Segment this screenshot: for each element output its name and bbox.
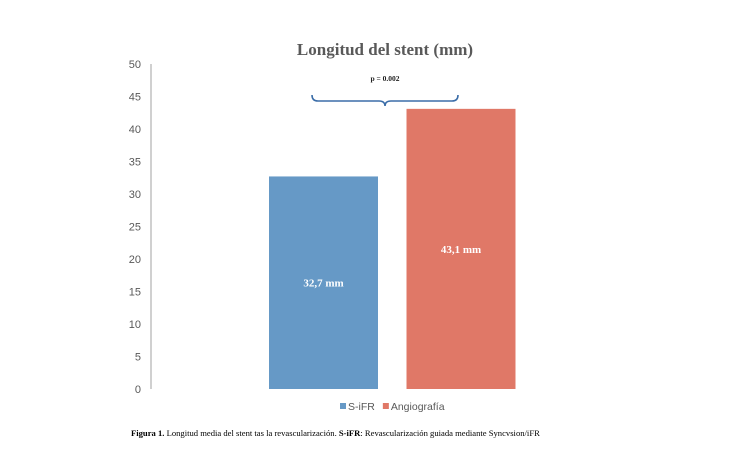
- chart-title: Longitud del stent (mm): [297, 40, 473, 59]
- p-value-label: p = 0.002: [370, 74, 399, 83]
- significance-bracket: [311, 94, 459, 107]
- y-tick-label: 20: [129, 254, 141, 266]
- bar-value-label: 32,7 mm: [303, 278, 343, 290]
- y-tick-label: 50: [129, 59, 141, 71]
- y-tick-label: 0: [135, 384, 141, 396]
- y-tick-label: 45: [129, 92, 141, 104]
- bars: 32,7 mm 43,1 mm: [269, 108, 516, 389]
- y-tick-label: 10: [129, 319, 141, 331]
- y-tick-label: 35: [129, 157, 141, 169]
- y-tick-label: 5: [135, 352, 141, 364]
- legend-swatch: [340, 403, 346, 409]
- y-axis: 0 5 10 15 20 25 30 35 40 45 50: [129, 59, 152, 396]
- significance-annotation: p = 0.002: [311, 74, 459, 107]
- legend-label: Angiografía: [391, 401, 445, 413]
- legend-label: S-iFR: [348, 401, 375, 413]
- caption-abbr-text: : Revascularización guiada mediante Sync…: [360, 428, 540, 438]
- y-tick-label: 15: [129, 287, 141, 299]
- caption-abbr: S-iFR: [338, 428, 361, 438]
- legend: S-iFR Angiografía: [340, 401, 445, 413]
- figure-label: Figura 1.: [131, 428, 165, 438]
- y-tick-label: 30: [129, 189, 141, 201]
- caption-text: Longitud media del stent tas la revascul…: [164, 428, 339, 438]
- bar-angiografia: [406, 108, 516, 389]
- y-tick-label: 25: [129, 222, 141, 234]
- legend-swatch: [382, 403, 389, 409]
- bar-s-ifr: [269, 176, 378, 389]
- figure-caption: Figura 1. Longitud media del stent tas l…: [131, 428, 540, 438]
- y-tick-label: 40: [129, 124, 141, 136]
- bar-value-label: 43,1 mm: [441, 244, 481, 256]
